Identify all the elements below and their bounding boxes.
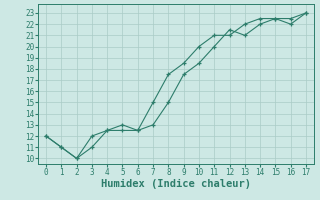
X-axis label: Humidex (Indice chaleur): Humidex (Indice chaleur)	[101, 179, 251, 189]
